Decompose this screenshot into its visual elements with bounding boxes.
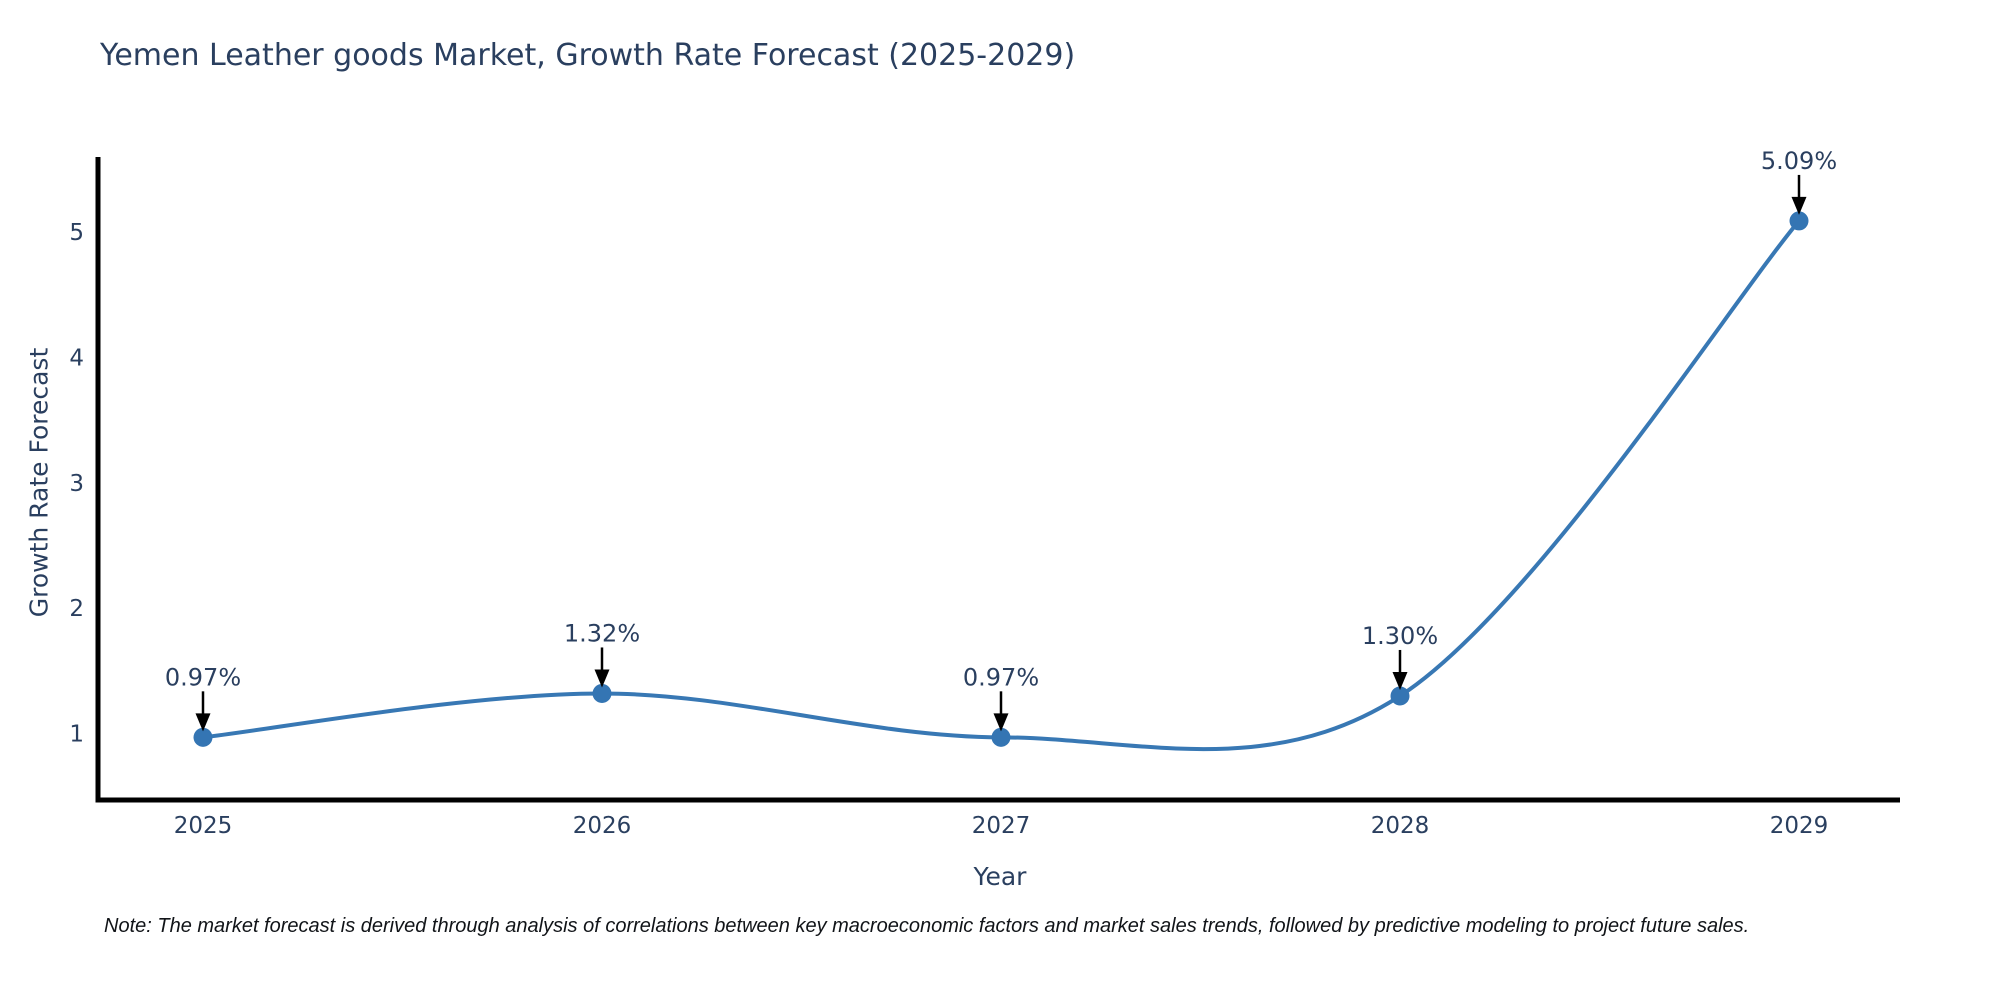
annotation-arrowhead-icon bbox=[1392, 671, 1408, 690]
x-tick-label: 2027 bbox=[972, 813, 1031, 839]
annotation-label: 1.32% bbox=[564, 619, 640, 647]
annotation-arrowhead-icon bbox=[993, 713, 1009, 732]
data-point-2025 bbox=[193, 727, 213, 747]
data-point-2027 bbox=[991, 727, 1011, 747]
annotation-arrowhead-icon bbox=[594, 669, 610, 688]
chart-title: Yemen Leather goods Market, Growth Rate … bbox=[100, 38, 1076, 73]
y-tick-label: 2 bbox=[69, 596, 84, 622]
data-point-2026 bbox=[592, 683, 612, 703]
annotation-label: 1.30% bbox=[1362, 622, 1438, 650]
annotation-label: 5.09% bbox=[1761, 147, 1837, 175]
y-tick-label: 5 bbox=[69, 220, 84, 246]
annotation-arrowhead-icon bbox=[1791, 196, 1807, 215]
data-point-2029 bbox=[1789, 211, 1809, 231]
x-tick-label: 2028 bbox=[1371, 813, 1430, 839]
annotation-label: 0.97% bbox=[963, 663, 1039, 691]
x-tick-label: 2025 bbox=[174, 813, 233, 839]
footnote: Note: The market forecast is derived thr… bbox=[104, 915, 1750, 937]
annotation-label: 0.97% bbox=[165, 663, 241, 691]
y-tick-label: 1 bbox=[69, 722, 84, 748]
x-axis-title: Year bbox=[973, 862, 1027, 891]
y-tick-label: 4 bbox=[69, 346, 84, 372]
series-line bbox=[201, 218, 1801, 752]
x-tick-label: 2029 bbox=[1770, 813, 1829, 839]
x-tick-label: 2026 bbox=[573, 813, 632, 839]
annotation-arrowhead-icon bbox=[195, 713, 211, 732]
y-tick-label: 3 bbox=[69, 471, 84, 497]
data-point-2028 bbox=[1390, 686, 1410, 706]
